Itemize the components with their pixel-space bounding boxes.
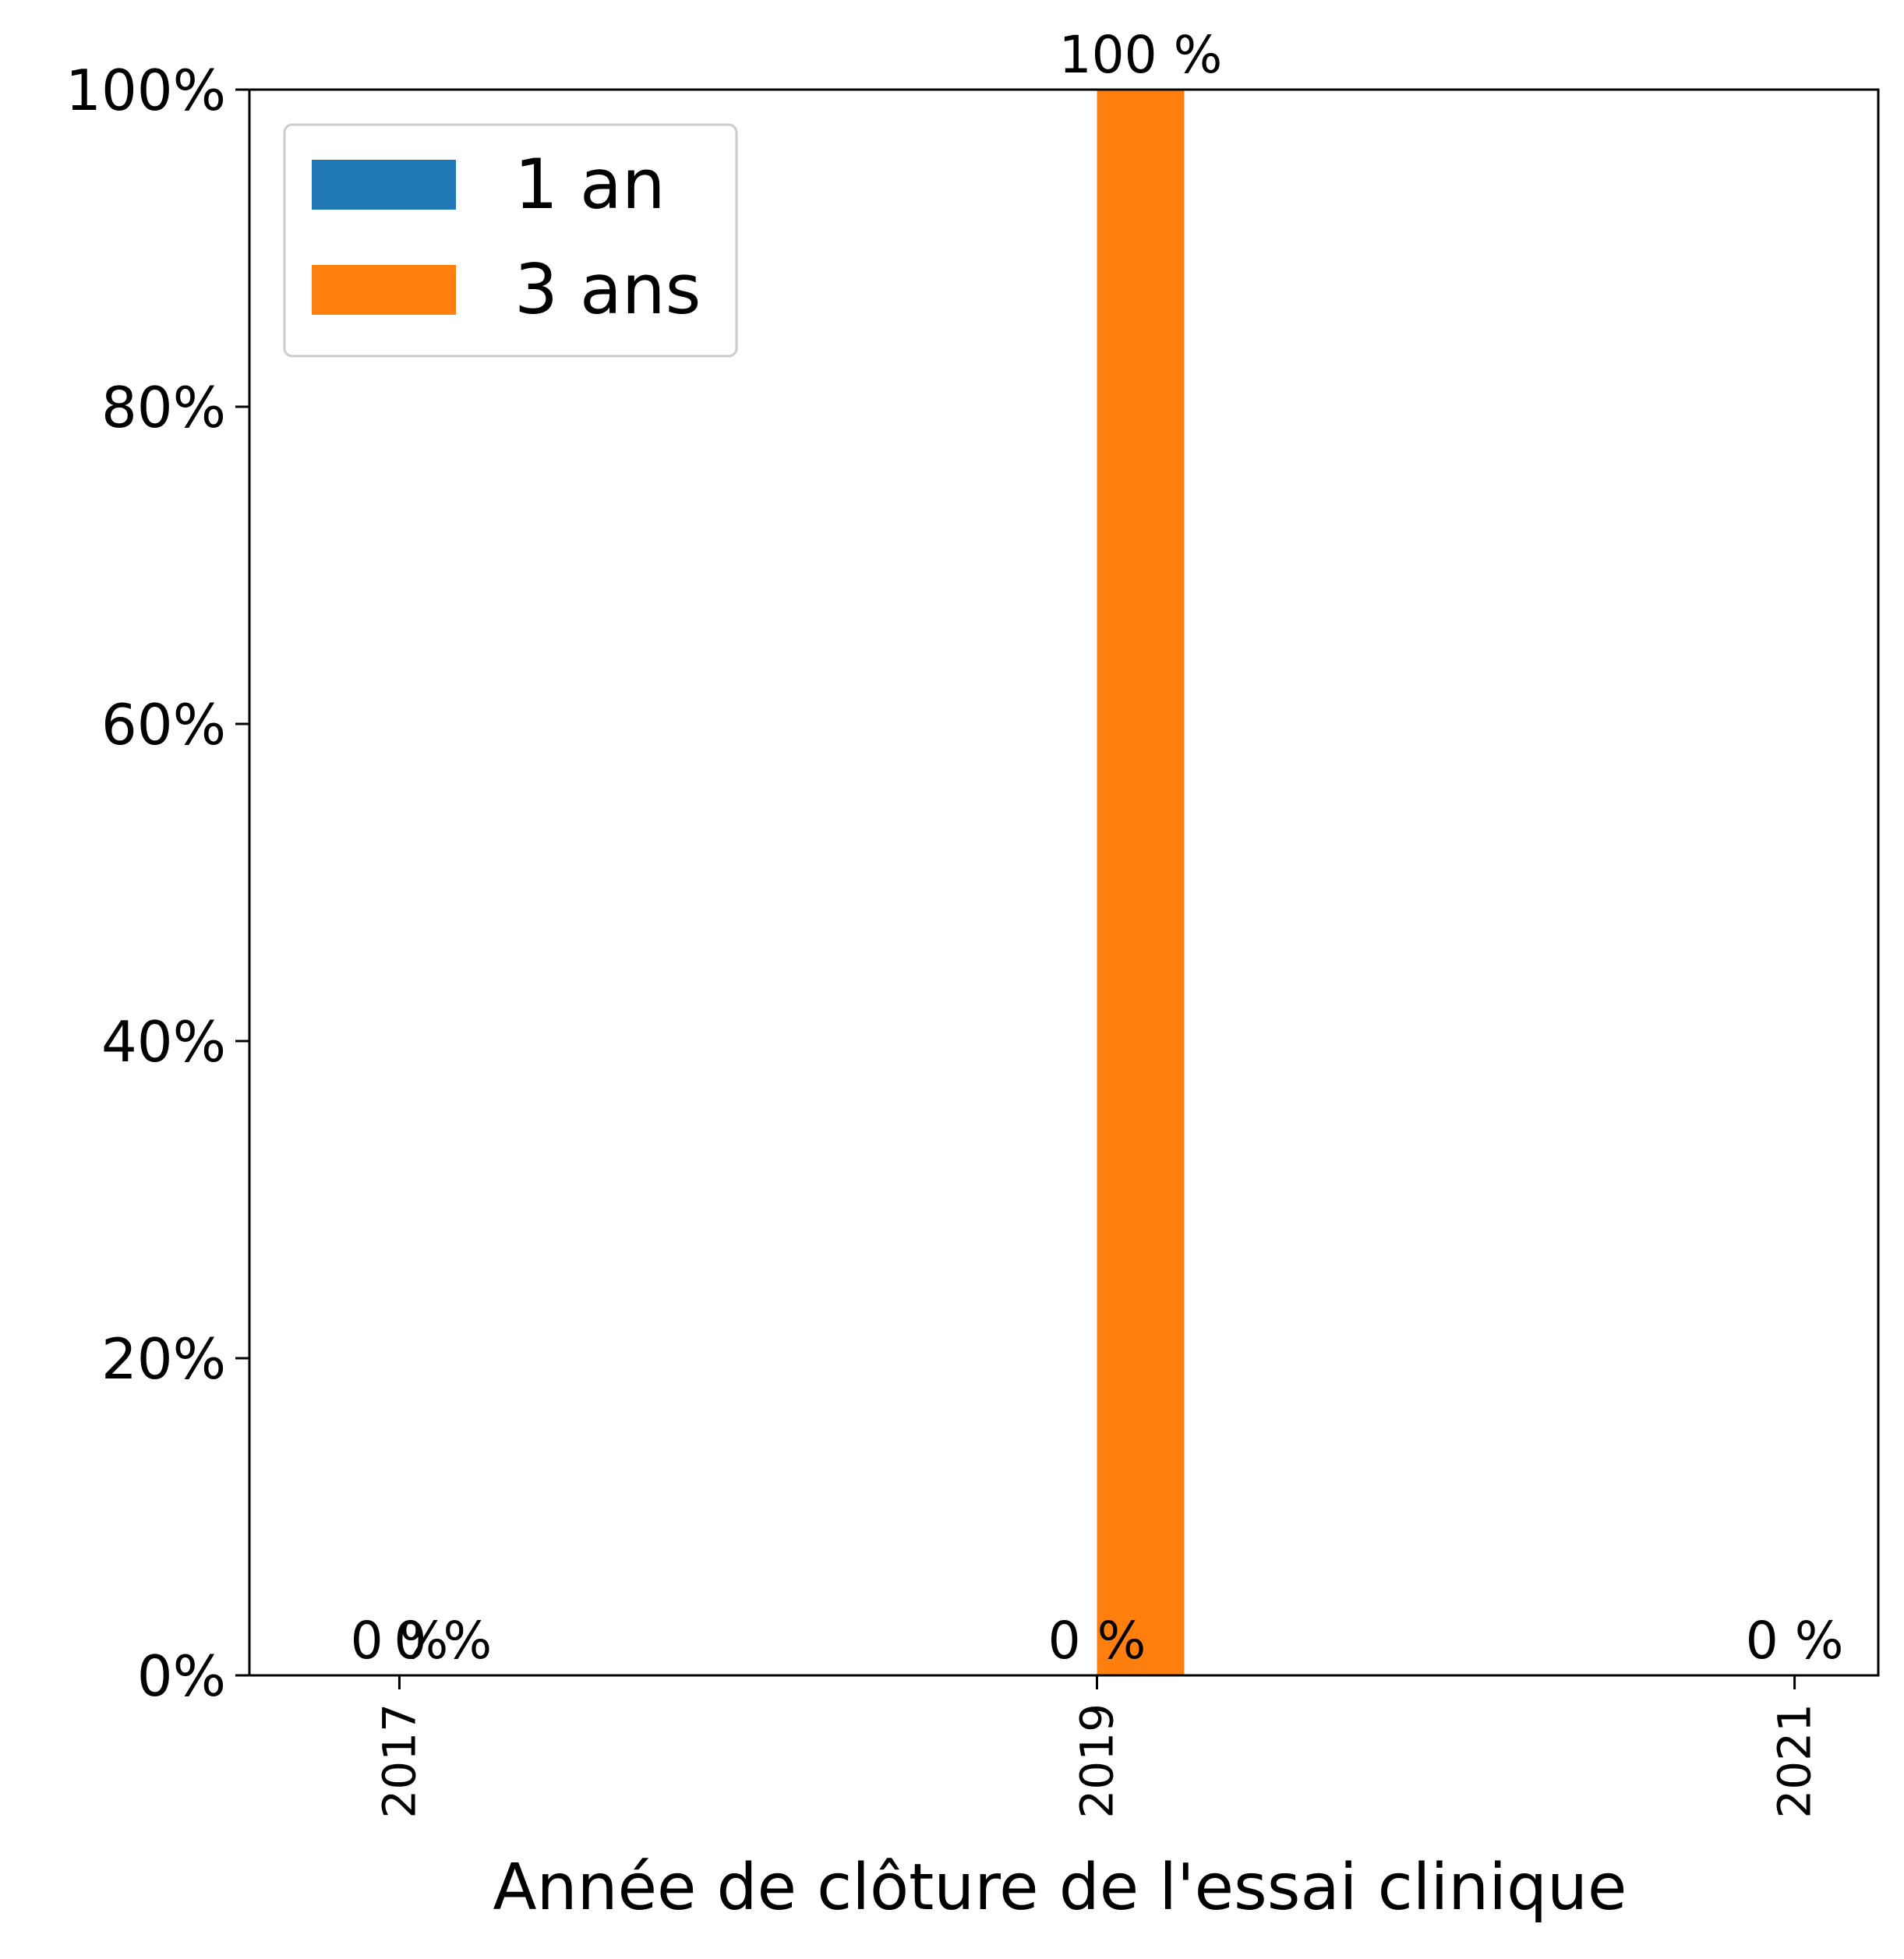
y-tick-label: 80%	[101, 375, 226, 440]
x-tick-label: 2017	[373, 1703, 426, 1819]
legend-label: 1 an	[514, 144, 666, 224]
x-axis: 2017 2019 2021	[373, 1675, 1821, 1819]
axes-frame	[248, 88, 1880, 1677]
data-label: 0 %	[1746, 1611, 1844, 1671]
legend[interactable]: 1 an 3 ans	[283, 123, 738, 358]
y-axis: 0% 20% 40% 60% 80% 100%	[65, 58, 249, 1709]
y-tick-label: 100%	[65, 58, 226, 123]
y-tick-label: 40%	[101, 1009, 226, 1075]
legend-label: 3 ans	[514, 249, 701, 330]
bar-series-2	[1097, 90, 1185, 1675]
data-label: 0 %	[394, 1611, 493, 1671]
data-label: 100 %	[1059, 25, 1223, 85]
x-tick-label: 2019	[1071, 1703, 1124, 1819]
data-label: 0 %	[351, 1611, 449, 1671]
legend-swatch	[312, 265, 456, 315]
bars	[1097, 90, 1185, 1675]
x-tick-label: 2021	[1768, 1703, 1821, 1819]
y-tick-label: 20%	[101, 1326, 226, 1392]
y-tick-label: 60%	[101, 692, 226, 757]
data-label: 0 %	[1048, 1611, 1146, 1671]
x-axis-label: Année de clôture de l'essai clinique	[493, 1851, 1627, 1925]
y-tick-label: 0%	[137, 1643, 226, 1709]
data-labels: 0 % 0 % 0 %0 %100 %	[351, 25, 1844, 1671]
legend-swatch	[312, 160, 456, 210]
